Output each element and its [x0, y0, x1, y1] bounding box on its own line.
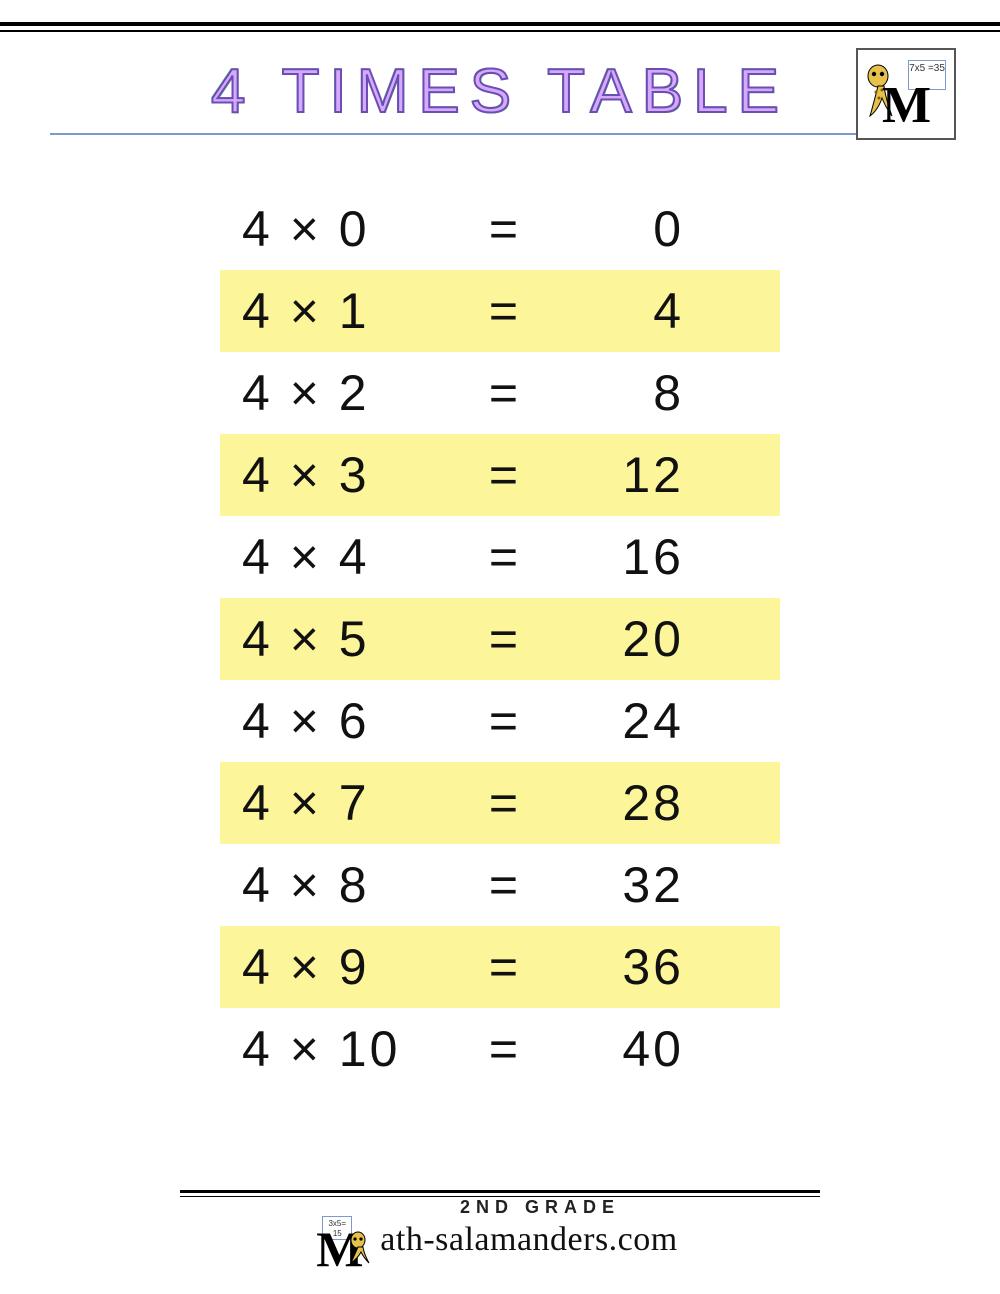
expression-cell: 4 × 2: [220, 364, 450, 422]
footer-grade: 2ND GRADE: [80, 1197, 1000, 1218]
expression-cell: 4 × 5: [220, 610, 450, 668]
footer-salamander-icon: [346, 1230, 376, 1264]
expression-cell: 4 × 3: [220, 446, 450, 504]
table-row: 4 × 3=12: [220, 434, 780, 516]
title-underline: [50, 133, 950, 135]
result-cell: 28: [560, 774, 710, 832]
equals-cell: =: [450, 200, 560, 258]
footer: 2ND GRADE 3x5= 15 M ath-salamanders.com: [0, 1190, 1000, 1264]
expression-cell: 4 × 10: [220, 1020, 450, 1078]
page-title: 4 TIMES TABLE: [50, 54, 950, 127]
table-row: 4 × 10=40: [220, 1008, 780, 1090]
result-cell: 20: [560, 610, 710, 668]
equals-cell: =: [450, 774, 560, 832]
equals-cell: =: [450, 692, 560, 750]
footer-rule-thick: [180, 1190, 820, 1193]
table-row: 4 × 6=24: [220, 680, 780, 762]
result-cell: 24: [560, 692, 710, 750]
table-row: 4 × 5=20: [220, 598, 780, 680]
page-content: 4 TIMES TABLE 7x5 =35 M 4 × 0=04 ×: [0, 54, 1000, 1294]
footer-brand-line: 3x5= 15 M ath-salamanders.com: [0, 1216, 1000, 1264]
expression-cell: 4 × 9: [220, 938, 450, 996]
brand-logo: 7x5 =35 M: [864, 56, 948, 132]
result-cell: 36: [560, 938, 710, 996]
footer-logo: 3x5= 15 M: [322, 1216, 376, 1264]
equals-cell: =: [450, 528, 560, 586]
equals-cell: =: [450, 364, 560, 422]
page-top-rule-thin: [0, 30, 1000, 32]
result-cell: 0: [560, 200, 710, 258]
expression-cell: 4 × 1: [220, 282, 450, 340]
equals-cell: =: [450, 938, 560, 996]
table-row: 4 × 4=16: [220, 516, 780, 598]
footer-site-text: ath-salamanders.com: [380, 1221, 677, 1259]
result-cell: 12: [560, 446, 710, 504]
table-row: 4 × 9=36: [220, 926, 780, 1008]
expression-cell: 4 × 4: [220, 528, 450, 586]
result-cell: 40: [560, 1020, 710, 1078]
expression-cell: 4 × 8: [220, 856, 450, 914]
equals-cell: =: [450, 1020, 560, 1078]
expression-cell: 4 × 6: [220, 692, 450, 750]
header: 4 TIMES TABLE 7x5 =35 M: [50, 54, 950, 164]
table-row: 4 × 2=8: [220, 352, 780, 434]
equals-cell: =: [450, 282, 560, 340]
result-cell: 8: [560, 364, 710, 422]
table-row: 4 × 8=32: [220, 844, 780, 926]
equals-cell: =: [450, 610, 560, 668]
expression-cell: 4 × 0: [220, 200, 450, 258]
table-row: 4 × 1=4: [220, 270, 780, 352]
times-table: 4 × 0=04 × 1=44 × 2=84 × 3=124 × 4=164 ×…: [220, 188, 780, 1090]
expression-cell: 4 × 7: [220, 774, 450, 832]
logo-letter: M: [882, 80, 931, 132]
brand-logo-box: 7x5 =35 M: [856, 48, 956, 140]
table-row: 4 × 0=0: [220, 188, 780, 270]
logo-chalkboard-text: 7x5 =35: [909, 63, 945, 74]
table-row: 4 × 7=28: [220, 762, 780, 844]
page-top-rule-thick: [0, 22, 1000, 26]
result-cell: 16: [560, 528, 710, 586]
result-cell: 32: [560, 856, 710, 914]
equals-cell: =: [450, 446, 560, 504]
result-cell: 4: [560, 282, 710, 340]
equals-cell: =: [450, 856, 560, 914]
